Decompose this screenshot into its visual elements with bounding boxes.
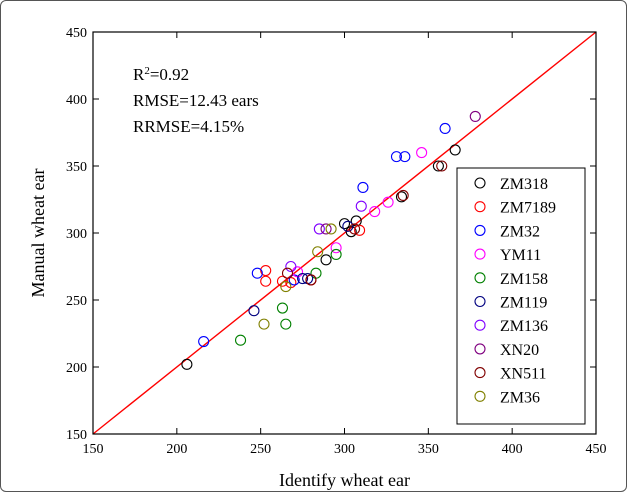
legend-label-ym11: YM11 bbox=[500, 247, 541, 264]
data-point-zm7189 bbox=[276, 275, 289, 287]
x-tick-label: 200 bbox=[166, 442, 187, 457]
data-point-ym11 bbox=[330, 242, 342, 254]
data-point-zm158 bbox=[276, 302, 289, 314]
data-point-zm36 bbox=[280, 281, 292, 293]
data-point-zm32 bbox=[251, 267, 263, 279]
data-point-xn20 bbox=[320, 223, 332, 235]
legend-label-zm318: ZM318 bbox=[500, 176, 548, 193]
data-point-xn511 bbox=[281, 267, 294, 279]
data-point-zm119 bbox=[342, 220, 354, 232]
legend-label-zm36: ZM36 bbox=[500, 389, 540, 406]
legend-marker-xn511 bbox=[474, 367, 486, 379]
data-point-zm32 bbox=[198, 335, 210, 348]
data-point-xn511 bbox=[397, 189, 409, 202]
legend-label-zm136: ZM136 bbox=[500, 318, 548, 335]
data-point-xn20 bbox=[469, 110, 481, 122]
legend-label-zm158: ZM158 bbox=[500, 271, 548, 288]
x-axis-label: Identify wheat ear bbox=[279, 470, 410, 490]
data-point-ym11 bbox=[292, 266, 304, 278]
data-point-xn511 bbox=[349, 223, 361, 235]
data-point-zm119 bbox=[248, 305, 260, 317]
y-tick-label: 250 bbox=[66, 294, 87, 309]
data-point-zm32 bbox=[439, 122, 451, 135]
data-point-ym11 bbox=[369, 206, 381, 218]
data-point-zm318 bbox=[181, 358, 193, 370]
data-point-zm32 bbox=[390, 151, 403, 163]
data-point-zm158 bbox=[234, 334, 247, 346]
data-point-zm158 bbox=[280, 318, 292, 330]
data-point-ym11 bbox=[416, 147, 428, 159]
data-point-zm36 bbox=[312, 246, 324, 258]
y-tick-label: 350 bbox=[66, 160, 87, 175]
x-tick-label: 350 bbox=[418, 442, 439, 457]
data-point-zm7189 bbox=[354, 224, 366, 236]
data-point-zm318 bbox=[395, 191, 408, 203]
data-point-zm36 bbox=[258, 318, 270, 330]
legend-marker-zm119 bbox=[474, 295, 486, 308]
legend-marker-ym11 bbox=[474, 248, 486, 260]
data-point-zm136 bbox=[313, 223, 325, 235]
legend-label-zm32: ZM32 bbox=[500, 223, 540, 240]
legend-label-zm119: ZM119 bbox=[500, 295, 547, 312]
legend-marker-zm32 bbox=[474, 224, 486, 236]
legend-box bbox=[456, 167, 586, 425]
data-point-zm119 bbox=[297, 273, 309, 285]
data-point-ym11 bbox=[382, 196, 394, 208]
data-point-zm136 bbox=[285, 260, 297, 273]
data-point-xn511 bbox=[436, 160, 448, 172]
plot-area-border bbox=[92, 31, 597, 435]
y-tick-label: 150 bbox=[66, 428, 87, 443]
data-point-zm318 bbox=[432, 160, 444, 172]
y-tick-label: 300 bbox=[66, 227, 87, 242]
data-point-zm318 bbox=[449, 144, 461, 156]
legend-marker-zm136 bbox=[474, 319, 486, 331]
legend-marker-zm7189 bbox=[474, 201, 486, 213]
x-tick-label: 450 bbox=[586, 442, 607, 457]
y-tick-label: 400 bbox=[66, 93, 87, 108]
x-tick-label: 250 bbox=[250, 442, 271, 457]
x-tick-label: 150 bbox=[83, 442, 104, 457]
x-tick-label: 300 bbox=[334, 442, 355, 457]
data-point-zm32 bbox=[399, 151, 411, 163]
r2-prefix: R bbox=[133, 65, 145, 84]
y-tick-label: 200 bbox=[66, 361, 87, 376]
legend-label-xn511: XN511 bbox=[500, 366, 547, 383]
x-tick-label: 400 bbox=[502, 442, 523, 457]
axis-ticks: 150 200 250 300 350 400 450 150 200 250 300 350 400 4… bbox=[66, 26, 607, 457]
r-squared-annotation: R2=0.92 bbox=[133, 65, 189, 84]
rmse-annotation: RMSE=12.43 ears bbox=[133, 91, 259, 110]
data-point-zm7189 bbox=[260, 264, 272, 277]
data-point-zm318 bbox=[338, 218, 351, 230]
y-tick-label: 450 bbox=[66, 26, 87, 41]
legend-marker-xn20 bbox=[474, 343, 486, 355]
rrmse-annotation: RRMSE=4.15% bbox=[133, 117, 244, 136]
data-points bbox=[181, 110, 481, 370]
y-axis-label: Manual wheat ear bbox=[28, 169, 48, 298]
legend: ZM318 ZM7189 ZM32 YM11 ZM158 ZM119 ZM136 XN20 XN… bbox=[456, 167, 586, 425]
legend-marker-zm158 bbox=[474, 272, 486, 284]
data-point-zm158 bbox=[330, 248, 342, 260]
data-point-zm36 bbox=[325, 223, 337, 235]
data-point-zm318 bbox=[345, 226, 357, 238]
r2-exponent: 2 bbox=[144, 65, 150, 77]
legend-label-zm7189: ZM7189 bbox=[500, 200, 556, 217]
data-point-zm136 bbox=[355, 200, 367, 212]
data-point-zm7189 bbox=[260, 275, 272, 287]
legend-marker-zm318 bbox=[474, 177, 486, 189]
data-point-zm32 bbox=[357, 181, 369, 193]
r2-value: =0.92 bbox=[150, 65, 189, 84]
one-to-one-line bbox=[92, 31, 597, 435]
legend-marker-zm36 bbox=[474, 390, 486, 402]
data-point-xn511 bbox=[305, 274, 317, 286]
data-point-zm318 bbox=[320, 254, 332, 266]
legend-items: ZM318 ZM7189 ZM32 YM11 ZM158 ZM119 ZM136 XN20 XN… bbox=[474, 176, 556, 406]
legend-label-xn20: XN20 bbox=[500, 342, 539, 359]
